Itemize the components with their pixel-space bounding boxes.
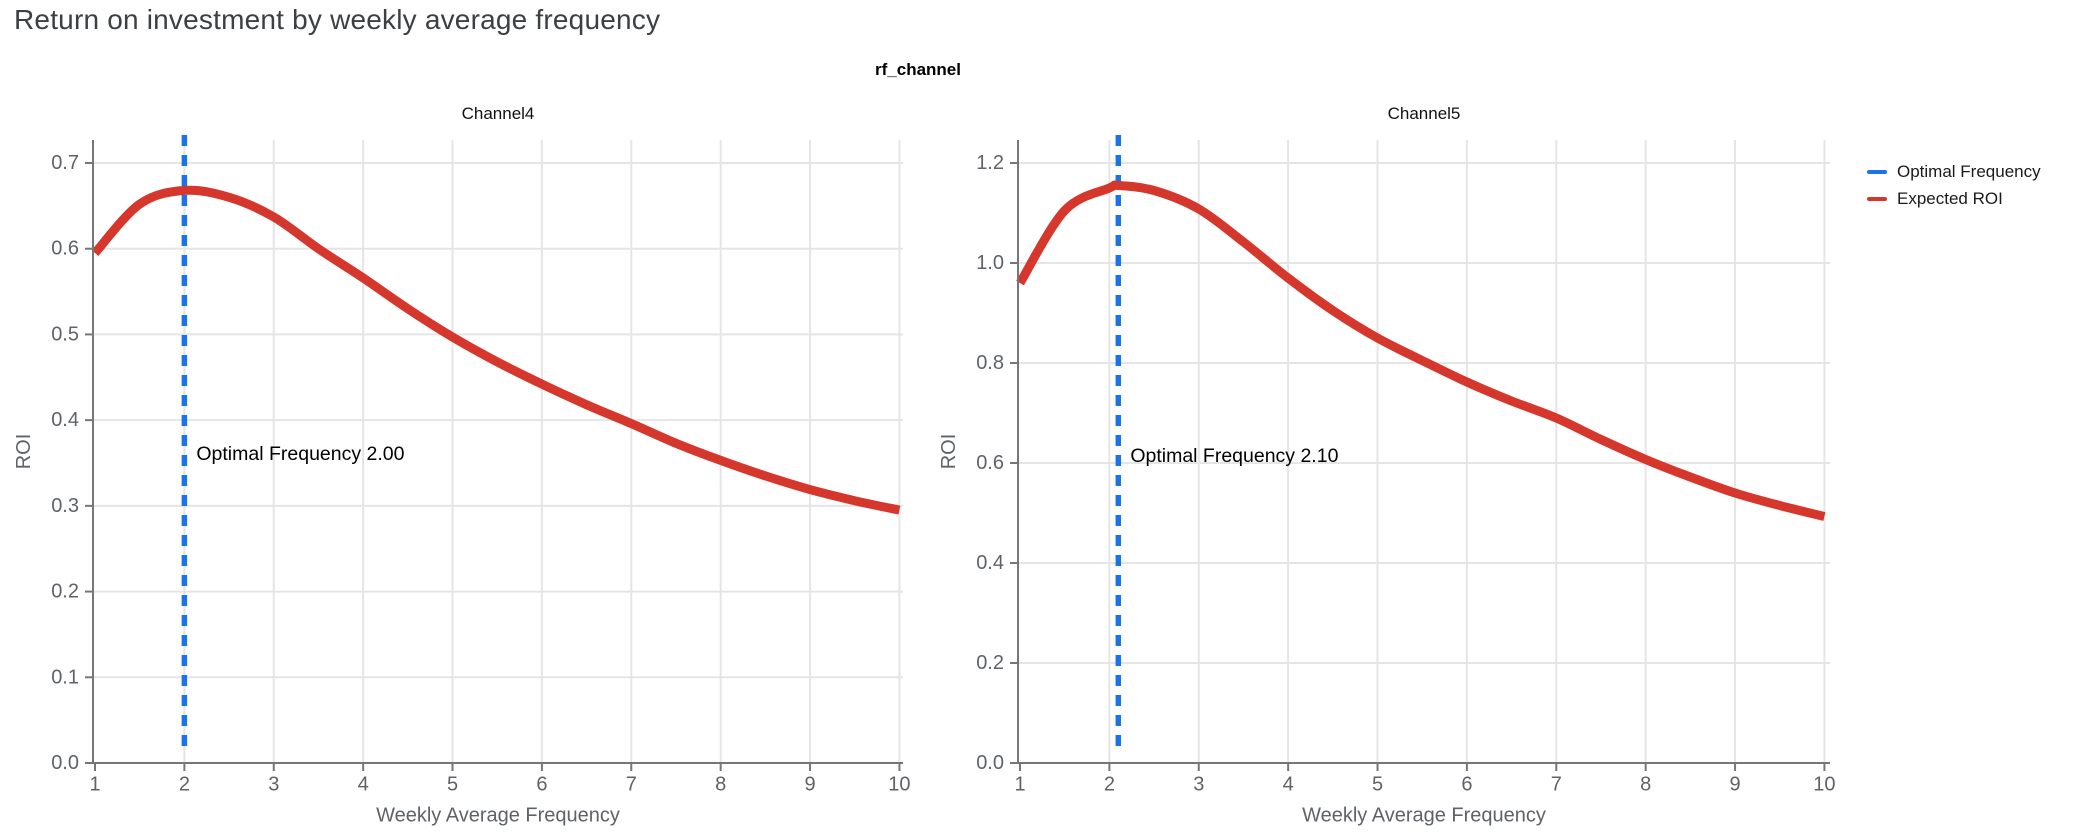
y-tick-label: 0.4 <box>976 552 1004 574</box>
x-tick-label: 6 <box>536 774 547 796</box>
y-tick-label: 0.5 <box>51 323 79 345</box>
x-tick-label: 8 <box>1640 774 1651 796</box>
expected-roi-line-swatch <box>1867 197 1887 201</box>
x-tick-label: 10 <box>888 774 910 796</box>
x-tick-label: 8 <box>715 774 726 796</box>
x-tick-label: 3 <box>1193 774 1204 796</box>
x-tick-label: 10 <box>1813 774 1835 796</box>
expected-roi-curve <box>91 185 901 515</box>
x-tick-label: 9 <box>1729 774 1740 796</box>
y-tick-label: 0.4 <box>51 409 79 431</box>
y-tick-label: 0.0 <box>976 752 1004 774</box>
x-tick-label: 7 <box>1551 774 1562 796</box>
y-tick-label: 1.2 <box>976 152 1004 174</box>
x-tick-label: 2 <box>179 774 190 796</box>
x-tick-label: 4 <box>358 774 369 796</box>
x-tick-label: 7 <box>626 774 637 796</box>
y-tick-label: 1.0 <box>976 252 1004 274</box>
y-tick-label: 0.8 <box>976 352 1004 374</box>
y-tick-label: 0.2 <box>51 581 79 603</box>
subplot-title-channel4: Channel4 <box>461 104 535 123</box>
x-tick-label: 2 <box>1104 774 1115 796</box>
figure-title: rf_channel <box>875 60 961 79</box>
optimal-frequency-line-swatch <box>1867 170 1887 174</box>
x-tick-label: 1 <box>89 774 100 796</box>
expected-roi-curve <box>1016 180 1826 521</box>
y-tick-label: 0.6 <box>976 452 1004 474</box>
legend-label: Expected ROI <box>1897 189 2003 208</box>
x-tick-label: 3 <box>268 774 279 796</box>
page-title: Return on investment by weekly average f… <box>14 4 661 35</box>
legend-item-optimal-frequency: Optimal Frequency <box>1867 160 2041 184</box>
x-tick-label: 9 <box>804 774 815 796</box>
x-tick-label: 6 <box>1461 774 1472 796</box>
y-tick-label: 0.2 <box>976 652 1004 674</box>
y-tick-label: 0.7 <box>51 152 79 174</box>
y-tick-label: 0.0 <box>51 752 79 774</box>
optimal-frequency-annotation: Optimal Frequency 2.10 <box>1130 445 1338 467</box>
x-tick-label: 5 <box>447 774 458 796</box>
x-tick-label: 4 <box>1283 774 1294 796</box>
y-axis-title: ROI <box>938 434 960 470</box>
legend-item-expected-roi: Expected ROI <box>1867 187 2041 211</box>
y-tick-label: 0.6 <box>51 238 79 260</box>
legend-label: Optimal Frequency <box>1897 162 2041 181</box>
y-tick-label: 0.3 <box>51 495 79 517</box>
x-tick-label: 5 <box>1372 774 1383 796</box>
x-axis-title: Weekly Average Frequency <box>376 805 620 827</box>
x-axis-title: Weekly Average Frequency <box>1302 805 1546 827</box>
optimal-frequency-annotation: Optimal Frequency 2.00 <box>196 443 404 465</box>
x-tick-label: 1 <box>1014 774 1025 796</box>
y-axis-title: ROI <box>13 434 35 470</box>
subplot-title-channel5: Channel5 <box>1387 104 1461 123</box>
y-tick-label: 0.1 <box>51 666 79 688</box>
legend: Optimal Frequency Expected ROI <box>1867 160 2041 214</box>
